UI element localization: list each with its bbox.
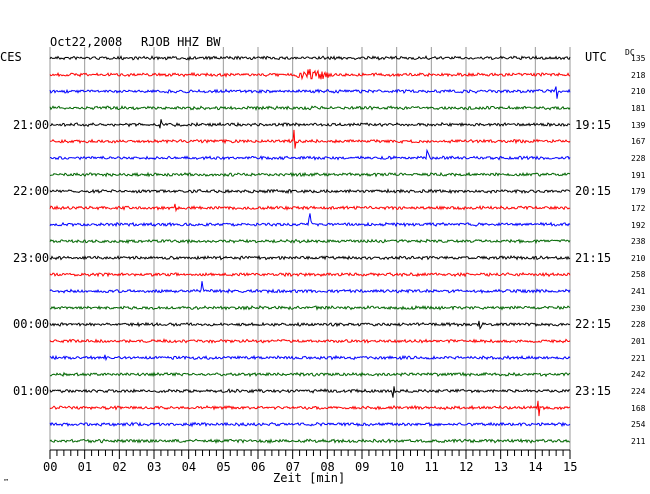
dc-value: 135 [631, 54, 646, 63]
dc-value: 228 [631, 153, 646, 163]
x-tick-label: 14 [528, 460, 543, 474]
trace-row-6 [49, 148, 571, 161]
dc-value: 238 [631, 237, 646, 247]
trace-row-21 [49, 400, 571, 417]
left-timezone-label: CES [0, 50, 22, 64]
x-tick-label: 08 [320, 460, 335, 474]
dc-value: 221 [631, 353, 646, 363]
station-label: RJOB HHZ BW [141, 35, 221, 49]
date-label: Oct22,2008 [50, 35, 123, 49]
x-tick-label: 12 [459, 460, 474, 474]
trace-row-12 [49, 254, 571, 261]
left-time-label: 21:00 [13, 117, 50, 132]
x-tick-label: 09 [355, 460, 370, 474]
x-tick-label: 02 [112, 460, 127, 474]
trace-row-11 [49, 238, 571, 245]
dc-value: 218 [631, 70, 646, 80]
trace-row-1 [49, 68, 571, 81]
dc-value: 181 [631, 103, 646, 113]
footnote-mark: ™ [4, 478, 9, 486]
x-tick-label: 04 [181, 460, 197, 474]
trace-row-3 [49, 105, 571, 112]
x-tick-label: 15 [563, 460, 578, 474]
x-tick-label: 11 [424, 460, 439, 474]
trace-row-7 [49, 171, 571, 178]
trace-row-15 [49, 305, 571, 311]
left-time-label: 22:00 [13, 184, 50, 199]
right-time-label: 19:15 [575, 117, 612, 132]
dc-header-label: DC [625, 48, 635, 57]
left-time-label: 01:00 [13, 384, 50, 398]
x-tick-label: 00 [43, 460, 58, 474]
dc-value: 201 [631, 337, 646, 347]
trace-row-18 [49, 354, 571, 362]
dc-value: 139 [631, 120, 646, 130]
dc-value: 179 [631, 187, 646, 197]
dc-value: 211 [631, 436, 646, 446]
x-axis-ticks [49, 450, 571, 459]
dc-value: 172 [631, 203, 646, 213]
dc-value: 192 [631, 220, 646, 230]
dc-value: 228 [631, 320, 646, 330]
trace-row-14 [49, 281, 571, 294]
trace-row-10 [49, 213, 571, 228]
trace-row-23 [49, 438, 571, 445]
x-tick-label: 10 [389, 460, 405, 474]
right-time-label: 22:15 [575, 317, 612, 332]
left-time-label: 00:00 [13, 317, 50, 332]
trace-row-17 [49, 338, 571, 344]
x-axis-title: Zeit [min] [273, 471, 346, 485]
x-tick-label: 03 [147, 460, 162, 474]
right-time-label: 20:15 [575, 184, 612, 199]
seismic-traces [49, 55, 571, 445]
dc-value: 258 [631, 270, 646, 280]
trace-row-8 [49, 188, 571, 195]
x-tick-label: 05 [216, 460, 231, 474]
trace-row-13 [49, 271, 571, 278]
dc-value: 167 [631, 137, 646, 147]
trace-row-5 [50, 129, 571, 149]
dc-value: 210 [631, 87, 646, 97]
trace-row-20 [49, 386, 571, 398]
trace-row-0 [49, 55, 571, 61]
right-timezone-label: UTC [585, 50, 607, 64]
trace-row-16 [49, 320, 571, 331]
trace-row-2 [49, 86, 571, 99]
dc-value: 241 [631, 287, 646, 297]
right-time-label: 21:15 [575, 250, 612, 265]
minute-grid [49, 47, 571, 450]
trace-row-19 [49, 371, 571, 378]
right-time-label: 23:15 [575, 384, 612, 398]
trace-row-9 [49, 203, 571, 213]
dc-value: 168 [631, 403, 646, 413]
dc-value: 254 [631, 420, 646, 430]
x-tick-label: 07 [285, 460, 301, 474]
left-time-label: 23:00 [13, 250, 50, 265]
dc-value: 242 [631, 370, 646, 380]
dc-value: 224 [631, 387, 646, 396]
x-tick-label: 06 [251, 460, 266, 474]
x-tick-label: 01 [77, 460, 93, 474]
trace-row-22 [49, 421, 571, 428]
x-tick-label: 13 [493, 460, 509, 474]
dc-value: 191 [631, 170, 646, 180]
trace-row-4 [49, 119, 571, 129]
dc-value: 210 [631, 253, 646, 263]
dc-value: 230 [631, 303, 646, 313]
